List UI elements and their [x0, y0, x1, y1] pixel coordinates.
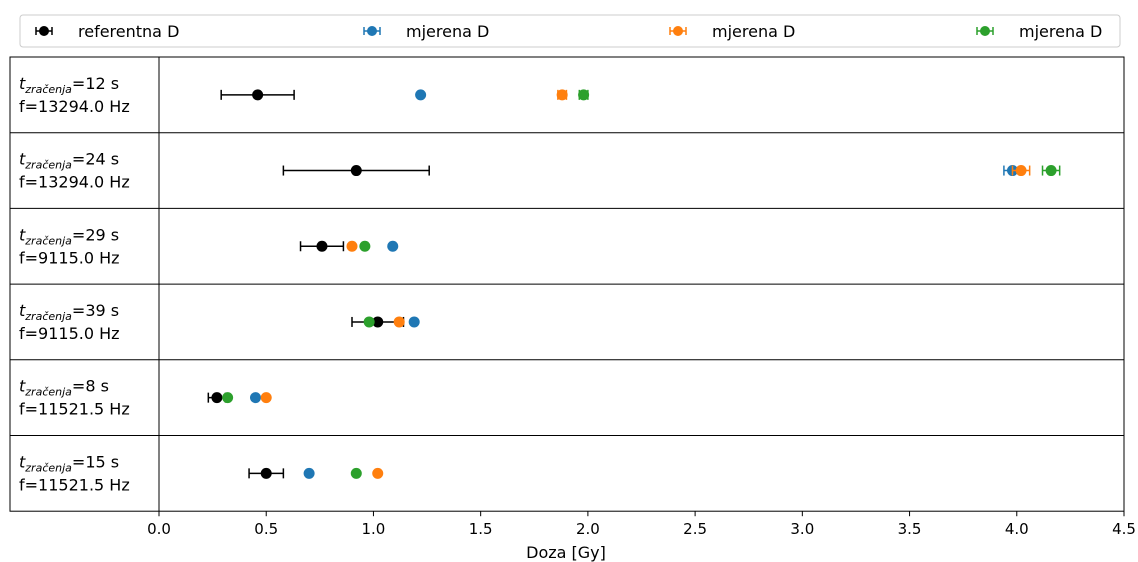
x-tick-label: 3.5 — [898, 520, 922, 538]
x-tick-label: 0.5 — [254, 520, 278, 538]
row-frequency-label: f=9115.0 Hz — [19, 248, 120, 267]
row-time-label: tzračenja=29 s — [19, 225, 119, 247]
data-point — [393, 316, 405, 328]
row-time-label: tzračenja=39 s — [19, 301, 119, 323]
x-tick-label: 3.0 — [790, 520, 814, 538]
point-marker — [260, 467, 272, 479]
data-point — [556, 89, 568, 101]
row-time-label: tzračenja=15 s — [19, 452, 119, 474]
data-point — [408, 316, 420, 328]
data-point — [415, 89, 427, 101]
x-axis: 0.0 0.5 1.0 1.5 2.0 2.5 3.0 3.5 4.0 4.5 — [147, 511, 1136, 538]
row-frequency-label: f=11521.5 Hz — [19, 475, 130, 494]
legend-entry: referentna D — [35, 22, 179, 41]
point-marker — [556, 89, 568, 101]
x-tick-label: 2.0 — [576, 520, 600, 538]
data-point — [299, 240, 345, 252]
point-marker — [359, 240, 371, 252]
legend-marker — [980, 26, 990, 36]
data-point — [248, 467, 285, 479]
data-point — [372, 467, 384, 479]
row-time-label: tzračenja=24 s — [19, 150, 119, 172]
row-frequency-label: f=11521.5 Hz — [19, 400, 130, 419]
legend-label: mjerena D — [712, 22, 795, 41]
point-marker — [260, 392, 272, 404]
x-tick-label: 2.5 — [683, 520, 707, 538]
legend-label: mjerena D — [406, 22, 489, 41]
row-time-label: tzračenja=8 s — [19, 377, 109, 399]
row-time-label: tzračenja=12 s — [19, 74, 119, 96]
data-point — [359, 240, 371, 252]
data-point — [346, 240, 358, 252]
row-frequency-label: f=13294.0 Hz — [19, 97, 130, 116]
legend-marker — [367, 26, 377, 36]
legend-marker — [39, 26, 49, 36]
data-point — [220, 89, 295, 101]
point-marker — [387, 240, 399, 252]
row-frequency-label: f=9115.0 Hz — [19, 324, 120, 343]
data-point — [578, 89, 590, 101]
legend: referentna D mjerena D mjerena D mjerena D — [19, 14, 1121, 48]
point-marker — [393, 316, 405, 328]
row-frequency-label: f=13294.0 Hz — [19, 173, 130, 192]
point-marker — [250, 392, 261, 404]
point-marker — [363, 316, 375, 328]
legend-entry: mjerena D — [976, 22, 1102, 41]
point-marker — [372, 467, 384, 479]
data-point — [282, 165, 430, 177]
data-point — [260, 392, 272, 404]
point-marker — [303, 467, 315, 479]
legend-frame — [19, 14, 1121, 48]
data-point — [1041, 165, 1061, 177]
point-marker — [350, 467, 362, 479]
x-tick-label: 0.0 — [147, 520, 171, 538]
point-marker — [211, 392, 223, 404]
point-marker — [578, 89, 590, 101]
point-marker — [408, 316, 420, 328]
point-marker — [1015, 165, 1027, 177]
point-marker — [372, 316, 384, 328]
x-tick-label: 4.5 — [1112, 520, 1136, 538]
legend-marker — [673, 26, 683, 36]
data-point — [387, 240, 399, 252]
point-marker — [350, 165, 362, 177]
data-point — [250, 392, 261, 404]
point-marker — [316, 240, 328, 252]
point-marker — [346, 240, 358, 252]
point-marker — [415, 89, 427, 101]
point-marker — [1045, 165, 1057, 177]
x-tick-label: 1.5 — [469, 520, 493, 538]
legend-entry: mjerena D — [363, 22, 489, 41]
legend-entry: mjerena D — [669, 22, 795, 41]
x-tick-label: 1.0 — [362, 520, 386, 538]
data-point — [303, 467, 315, 479]
point-marker — [222, 392, 234, 404]
x-axis-title: Doza [Gy] — [526, 543, 606, 562]
data-point — [350, 467, 362, 479]
data-point — [222, 392, 234, 404]
data-point — [363, 316, 375, 328]
x-tick-label: 4.0 — [1005, 520, 1029, 538]
point-marker — [252, 89, 264, 101]
data-point — [1011, 165, 1031, 177]
legend-label: mjerena D — [1019, 22, 1102, 41]
legend-label: referentna D — [78, 22, 179, 41]
